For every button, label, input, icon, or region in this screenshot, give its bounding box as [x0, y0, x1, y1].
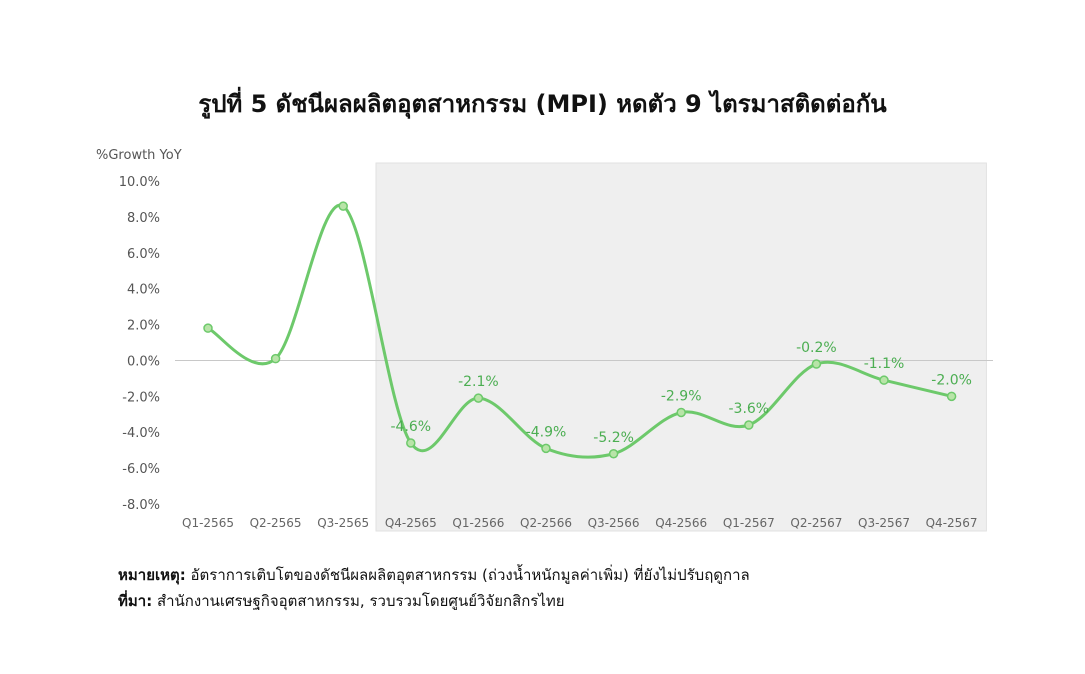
y-tick-label: -2.0%: [122, 390, 160, 405]
x-tick-label: Q2-2566: [520, 516, 572, 530]
source-label: ที่มา:: [118, 592, 153, 610]
y-tick-label: 6.0%: [127, 247, 160, 262]
data-point: [608, 449, 619, 459]
series-line: [207, 203, 952, 459]
data-label: -4.6%: [390, 419, 431, 435]
data-point: [541, 443, 551, 454]
data-point: [406, 438, 416, 448]
data-point: [338, 201, 348, 211]
remark-text: อัตราการเติบโตของดัชนีผลผลิตอุตสาหกรรม (…: [185, 566, 750, 584]
x-tick-label: Q1-2565: [182, 516, 234, 530]
x-tick-label: Q3-2567: [858, 516, 910, 530]
y-tick-label: 10.0%: [119, 175, 160, 190]
source-text: สำนักงานเศรษฐกิจอุตสาหกรรม, รวบรวมโดยศูน…: [152, 592, 565, 610]
y-tick-label: -8.0%: [122, 498, 160, 513]
x-tick-label: Q3-2565: [317, 516, 369, 530]
x-tick-label: Q4-2565: [385, 516, 437, 530]
shaded-region: [375, 162, 987, 532]
x-tick-label: Q4-2566: [655, 516, 707, 530]
chart-title: รูปที่ 5 ดัชนีผลผลิตอุตสาหกรรม (MPI) หดต…: [198, 90, 887, 118]
data-point: [676, 407, 686, 418]
data-label: -2.9%: [661, 388, 702, 404]
data-label: -3.6%: [728, 401, 769, 417]
data-point: [744, 420, 754, 430]
x-tick-label: Q1-2567: [723, 516, 775, 530]
data-point: [879, 375, 889, 385]
x-tick-label: Q3-2566: [588, 516, 640, 530]
x-tick-label: Q4-2567: [926, 516, 978, 530]
chart-notes: หมายเหตุ: อัตราการเติบโตของดัชนีผลผลิตอุ…: [118, 562, 750, 614]
y-tick-label: 8.0%: [127, 211, 160, 226]
y-tick-label: 4.0%: [127, 283, 160, 298]
data-label: -1.1%: [864, 356, 905, 372]
remark-line: หมายเหตุ: อัตราการเติบโตของดัชนีผลผลิตอุ…: [118, 562, 750, 588]
data-label: -0.2%: [796, 340, 837, 356]
x-tick-label: Q2-2567: [790, 516, 842, 530]
remark-label: หมายเหตุ:: [118, 566, 186, 584]
data-label: -4.9%: [526, 424, 567, 440]
data-label: -5.2%: [593, 430, 634, 446]
data-point: [473, 393, 484, 403]
data-label: -2.0%: [931, 372, 972, 388]
data-point: [811, 359, 822, 369]
data-point: [203, 323, 213, 333]
data-point: [946, 391, 957, 402]
y-axis-label: %Growth YoY: [96, 148, 182, 163]
data-point: [270, 353, 281, 364]
y-tick-label: 2.0%: [127, 319, 160, 334]
y-tick-label: -6.0%: [122, 462, 160, 477]
x-tick-label: Q1-2566: [452, 516, 504, 530]
x-tick-label: Q2-2565: [250, 516, 302, 530]
y-tick-label: 0.0%: [127, 354, 160, 369]
data-label: -2.1%: [458, 374, 499, 390]
y-tick-label: -4.0%: [122, 426, 160, 441]
source-line: ที่มา: สำนักงานเศรษฐกิจอุตสาหกรรม, รวบรว…: [118, 588, 750, 614]
